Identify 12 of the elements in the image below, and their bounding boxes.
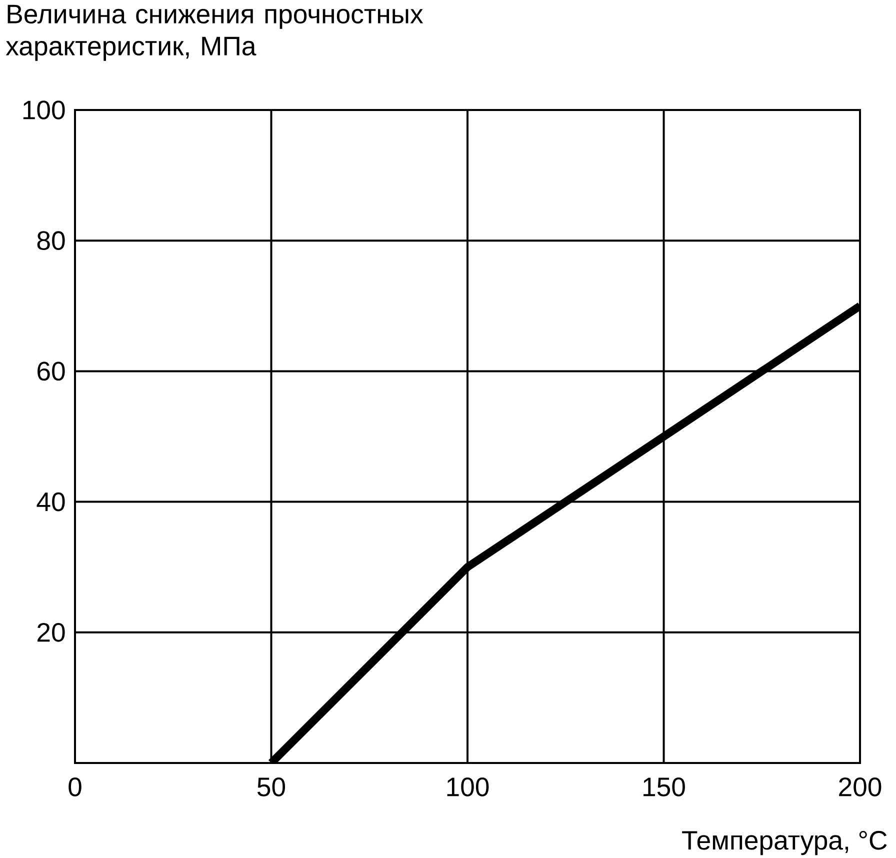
y-tick-label: 20	[38, 622, 65, 642]
y-tick-label: 100	[23, 100, 65, 120]
x-tick-label: 50	[257, 777, 286, 796]
x-tick-label: 100	[447, 777, 489, 796]
x-axis-title: Температура, °C	[682, 830, 887, 856]
x-tick-label: 200	[839, 777, 882, 796]
y-tick-label: 80	[37, 231, 65, 250]
y-axis-title: Величина снижения прочностных характеристик, МПа	[6, 4, 424, 61]
x-tick-label: 150	[644, 777, 685, 796]
y-tick-label: 40	[36, 492, 65, 512]
y-tick-label: 60	[38, 362, 65, 381]
x-tick-label: 0	[68, 777, 82, 796]
